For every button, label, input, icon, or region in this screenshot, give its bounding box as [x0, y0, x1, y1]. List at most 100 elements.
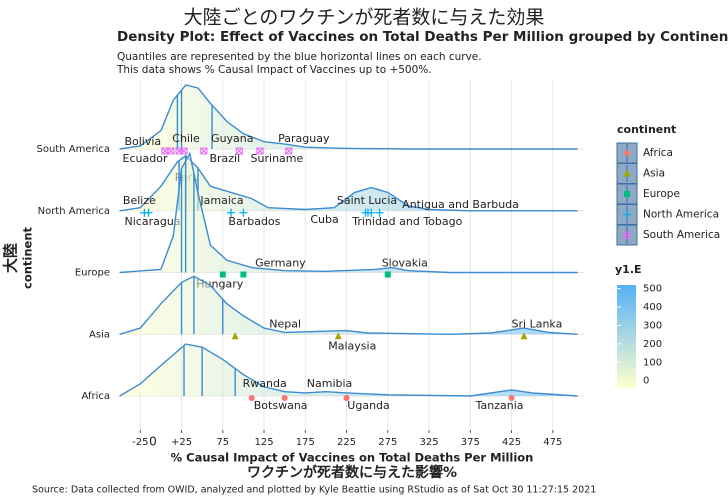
point-label: Cuba	[310, 213, 338, 226]
x-axis-title: % Causal Impact of Vaccines on Total Dea…	[171, 451, 534, 465]
marker-shape	[144, 208, 153, 217]
marker-shape	[508, 395, 515, 401]
marker-shape	[285, 147, 293, 155]
point-label: Tanzania	[475, 399, 524, 412]
x-tick-label: 375	[461, 437, 480, 448]
legend-title: continent	[617, 123, 676, 136]
ridge-area	[119, 155, 578, 211]
x-axis-title-ja: ワクチンが死者数に与えた影響%	[247, 464, 457, 481]
marker-shape	[231, 332, 239, 340]
point-label: Sri Lanka	[512, 317, 563, 330]
point-label: Botswana	[254, 399, 308, 412]
data-point	[219, 271, 226, 278]
marker-shape	[256, 147, 264, 155]
colorbar	[617, 285, 636, 388]
data-point	[161, 147, 169, 155]
colorbar-title: y1.E	[615, 263, 642, 276]
y-tick-label: Asia	[89, 329, 110, 340]
point-label: Barbados	[228, 215, 280, 228]
plot-area: BoliviaChileEcuadorPeruBrazilGuyanaSurin…	[118, 80, 585, 430]
marker-shape	[180, 147, 188, 155]
point-label: Uganda	[347, 399, 389, 412]
marker-shape	[623, 169, 631, 177]
point-label: Ecuador	[123, 152, 168, 165]
legend-marker	[624, 150, 630, 156]
chart-title: 大陸ごとのワクチンが死者数に与えた効果	[184, 7, 545, 29]
colorbar-tick-label: 500	[643, 284, 662, 295]
marker-shape	[367, 208, 376, 217]
marker-shape	[624, 150, 630, 156]
marker-shape	[227, 208, 236, 217]
point-label: Nicaragua	[125, 215, 181, 228]
x-tick-label: 125	[254, 437, 273, 448]
data-point	[375, 208, 384, 217]
legend-marker	[623, 210, 631, 219]
ridge-line	[119, 343, 578, 397]
data-point	[240, 271, 247, 278]
legend-label: Africa	[643, 147, 673, 159]
colorbar-tick-label: 400	[643, 302, 662, 313]
marker-shape	[375, 208, 384, 217]
x-tick-label: -25	[132, 437, 148, 448]
data-point	[200, 147, 208, 155]
x-tick-label: 275	[378, 437, 397, 448]
y-axis-title-ja: 大陸	[2, 243, 20, 273]
data-point	[343, 395, 350, 401]
data-point	[334, 332, 342, 340]
data-point	[180, 147, 188, 155]
point-label: Slovakia	[382, 257, 428, 270]
point-label: Saint Lucia	[337, 194, 397, 207]
data-point	[520, 332, 528, 340]
marker-shape	[200, 147, 208, 155]
marker-shape	[384, 271, 391, 278]
marker-shape	[281, 395, 288, 401]
x-tick-label: 425	[502, 437, 521, 448]
ridge-area	[119, 276, 578, 335]
data-point	[248, 395, 255, 401]
data-point	[235, 147, 243, 155]
ridge-line	[119, 151, 578, 274]
data-point	[239, 208, 248, 217]
marker-shape	[343, 395, 350, 401]
legend-marker	[624, 191, 630, 197]
data-point	[384, 271, 391, 278]
y-tick-label: Africa	[81, 391, 110, 402]
x-tick-label: 225	[337, 437, 356, 448]
point-label: Chile	[172, 132, 200, 145]
zero-annotation: 0	[149, 435, 157, 449]
y-tick-label: North America	[38, 206, 110, 217]
y-tick-label: South America	[37, 144, 111, 155]
ridge-line	[119, 84, 578, 150]
marker-shape	[520, 332, 528, 340]
marker-shape	[248, 395, 255, 401]
legend-marker	[623, 169, 631, 177]
marker-shape	[235, 147, 243, 155]
ridge-area	[119, 344, 578, 396]
legend-label: North America	[643, 209, 719, 221]
y-tick-label: Europe	[75, 268, 110, 279]
point-label: Bolivia	[124, 135, 161, 148]
legend-label: South America	[643, 229, 720, 241]
colorbar-tick-label: 300	[643, 320, 662, 331]
data-point	[256, 147, 264, 155]
point-label: Malaysia	[328, 339, 376, 352]
point-label: Brazil	[209, 152, 240, 165]
ridge-line	[119, 275, 578, 336]
source: Source: Data collected from OWID, analyz…	[32, 485, 596, 496]
note: This data shows % Causal Impact of Vacci…	[116, 64, 432, 76]
marker-shape	[334, 332, 342, 340]
point-label: Paraguay	[278, 132, 330, 145]
marker-shape	[623, 210, 631, 219]
point-label: Antigua and Barbuda	[402, 198, 519, 211]
x-tick-label: 325	[420, 437, 439, 448]
legend-label: Europe	[643, 188, 680, 200]
data-point	[144, 208, 153, 217]
marker-shape	[161, 147, 169, 155]
x-tick-label: 75	[216, 437, 229, 448]
data-point	[231, 332, 239, 340]
legend-marker	[623, 231, 631, 239]
point-label: Germany	[255, 257, 306, 270]
legend-label: Asia	[643, 168, 665, 180]
marker-shape	[240, 271, 247, 278]
data-point	[285, 147, 293, 155]
